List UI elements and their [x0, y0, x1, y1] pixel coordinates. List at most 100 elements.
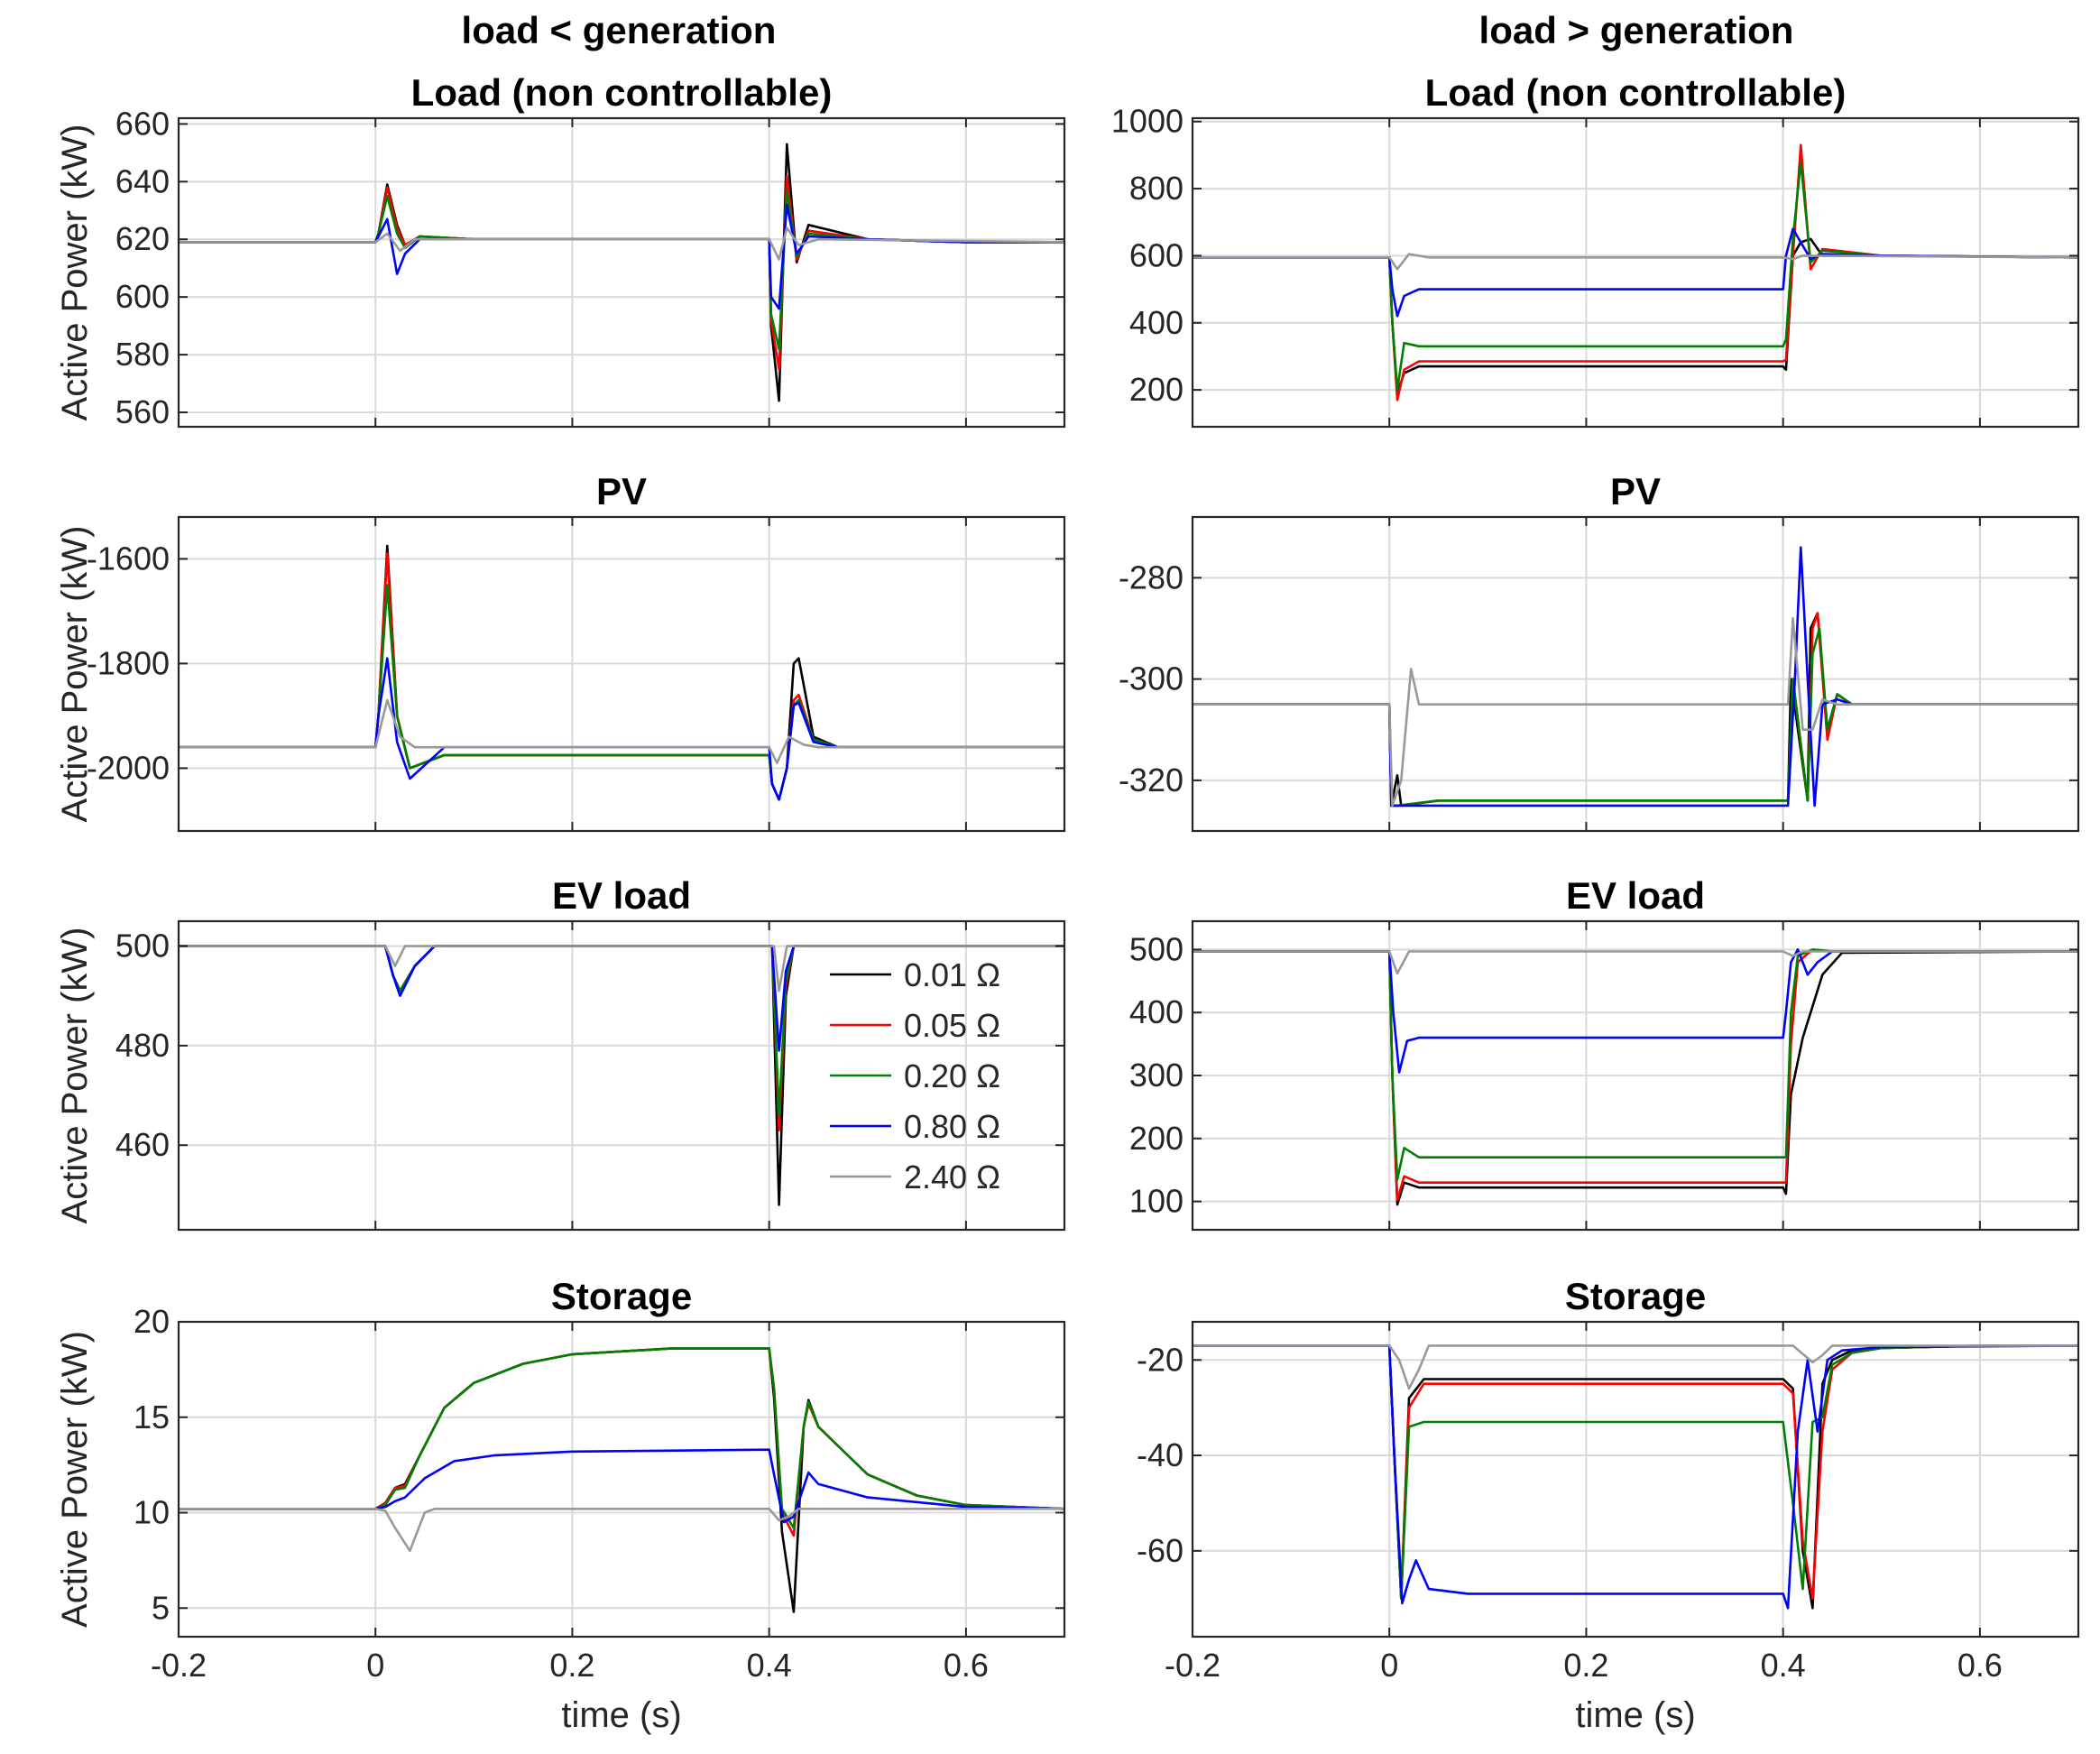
- series-line-2: [1193, 948, 2078, 1181]
- plot-area: [179, 517, 1064, 831]
- y-tick-label: 480: [115, 1027, 170, 1064]
- subplot-title: Storage: [1565, 1275, 1706, 1317]
- plot-area: [179, 118, 1064, 427]
- x-tick-label: 0.4: [747, 1647, 792, 1684]
- y-tick-label: -1800: [87, 644, 170, 681]
- subplot-title: Load (non controllable): [1425, 71, 1847, 114]
- y-tick-label: 100: [1129, 1183, 1184, 1220]
- x-tick-label: 0.4: [1761, 1647, 1806, 1684]
- y-tick-label: 1000: [1111, 103, 1184, 140]
- y-tick-label: 15: [134, 1399, 170, 1436]
- subplot-1-1: -320 -300 -280 PV: [1119, 470, 2080, 833]
- y-tick-label: 200: [1129, 1120, 1184, 1157]
- y-tick-label: 600: [1129, 236, 1184, 273]
- subplot-title: EV load: [1566, 874, 1705, 917]
- subplot-title: PV: [1610, 470, 1661, 512]
- y-tick-label: -20: [1137, 1341, 1184, 1378]
- y-tick-label: 460: [115, 1126, 170, 1163]
- series-group: [179, 544, 1064, 801]
- column-header-right: load > generation: [1479, 9, 1794, 51]
- axes-box: [1191, 515, 2080, 833]
- y-tick-label: 10: [134, 1494, 170, 1531]
- y-tick-label: 300: [1129, 1057, 1184, 1094]
- subplot-0-1: 200 400 600 800 1000 Load (non controllable): [1111, 71, 2080, 429]
- subplot-title: EV load: [552, 874, 691, 917]
- subplot-3-0: -0.2 0 0.2 0.4 0.6 5 10 15 20 Storage Active Power…: [55, 1275, 1066, 1735]
- series-line-3: [179, 657, 1064, 801]
- subplot-1-0: -2000 -1800 -1600 PV Active Power (kW): [55, 470, 1066, 833]
- axes-box: [1191, 116, 2080, 429]
- series-line-4: [1193, 950, 2078, 975]
- y-tick-label: -1600: [87, 540, 170, 577]
- legend-label-0: 0.01 Ω: [904, 956, 1000, 993]
- y-tick-label: 500: [1129, 930, 1184, 967]
- series-line-3: [179, 1448, 1064, 1524]
- y-axis-label: Active Power (kW): [55, 125, 95, 421]
- y-tick-label: 400: [1129, 304, 1184, 341]
- series-line-4: [1193, 1344, 2078, 1390]
- x-tick-label: -0.2: [151, 1647, 207, 1684]
- plot-area: [1193, 118, 2078, 427]
- subplot-title: PV: [596, 470, 647, 512]
- legend-label-3: 0.80 Ω: [904, 1108, 1000, 1145]
- x-tick-label: 0.6: [944, 1647, 989, 1684]
- series-line-4: [1193, 616, 2078, 808]
- plot-area: [179, 1322, 1064, 1637]
- series-group: [1193, 546, 2078, 808]
- series-line-4: [1193, 253, 2078, 271]
- x-tick-label: 0: [366, 1647, 384, 1684]
- y-axis-label: Active Power (kW): [55, 928, 95, 1224]
- axes-box: [177, 515, 1066, 833]
- series-group: [179, 143, 1064, 402]
- series-line-4: [179, 698, 1064, 764]
- y-tick-label: 580: [115, 336, 170, 373]
- x-tick-label: 0.6: [1957, 1647, 2003, 1684]
- series-line-2: [1193, 161, 2078, 392]
- y-tick-label: 20: [134, 1303, 170, 1340]
- axes-box: [177, 919, 1066, 1232]
- subplot-grid: 560 580 600 620 640 660 Load (non controllable…: [55, 71, 2080, 1735]
- y-tick-label: 660: [115, 105, 170, 142]
- subplot-3-1: -0.2 0 0.2 0.4 0.6 -60 -40 -20 Storage time (s): [1137, 1275, 2080, 1735]
- series-group: [1193, 143, 2078, 402]
- subplot-title: Storage: [551, 1275, 692, 1317]
- series-group: [179, 945, 1064, 1206]
- axes-box: [1191, 1320, 2080, 1639]
- y-tick-label: -2000: [87, 749, 170, 786]
- series-line-3: [1193, 948, 2078, 1074]
- legend: 0.01 Ω 0.05 Ω 0.20 Ω 0.80 Ω 2.40 Ω: [830, 956, 1000, 1195]
- y-tick-label: -300: [1119, 660, 1184, 697]
- x-tick-label: 0.2: [1563, 1647, 1608, 1684]
- series-line-3: [1193, 1344, 2078, 1610]
- subplot-title: Load (non controllable): [411, 71, 833, 114]
- axes-box: [177, 116, 1066, 429]
- y-tick-label: 800: [1129, 170, 1184, 207]
- plot-area: [179, 921, 1064, 1230]
- y-tick-label: 560: [115, 393, 170, 430]
- x-axis-label: time (s): [1575, 1695, 1695, 1735]
- x-tick-label: 0.2: [549, 1647, 594, 1684]
- y-tick-label: 500: [115, 928, 170, 965]
- legend-label-1: 0.05 Ω: [904, 1007, 1000, 1044]
- y-tick-label: -60: [1137, 1532, 1184, 1569]
- series-group: [1193, 948, 2078, 1206]
- subplot-2-0: 460 480 500 EV load Active Power (kW): [55, 874, 1066, 1232]
- axes-box: [177, 1320, 1066, 1639]
- y-tick-label: 5: [152, 1589, 170, 1626]
- y-tick-label: 600: [115, 278, 170, 315]
- series-line-2: [179, 1347, 1064, 1529]
- legend-label-2: 0.20 Ω: [904, 1057, 1000, 1094]
- y-tick-label: 640: [115, 162, 170, 199]
- series-group: [179, 1347, 1064, 1613]
- plot-area: [1193, 1322, 2078, 1637]
- subplot-2-1: 100 200 300 400 500 EV load: [1129, 874, 2080, 1232]
- subplot-0-0: 560 580 600 620 640 660 Load (non controllable…: [55, 71, 1066, 430]
- plot-area: [1193, 517, 2078, 831]
- y-tick-label: 200: [1129, 371, 1184, 408]
- y-axis-label: Active Power (kW): [55, 526, 95, 823]
- x-tick-label: -0.2: [1165, 1647, 1220, 1684]
- series-group: [1193, 1344, 2078, 1610]
- y-tick-label: -320: [1119, 762, 1184, 799]
- column-header-left: load < generation: [462, 9, 777, 51]
